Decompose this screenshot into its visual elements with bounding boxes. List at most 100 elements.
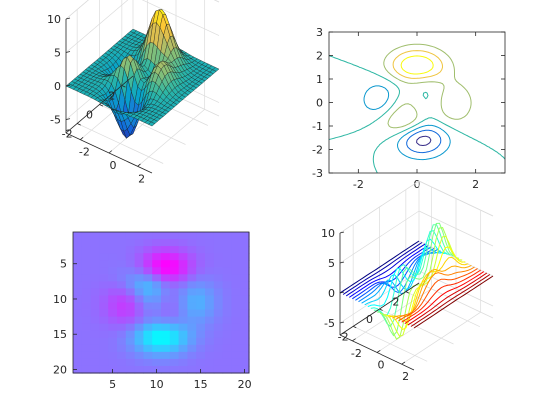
image-cell [99,288,109,297]
image-cell [222,330,232,339]
image-cell [205,239,215,247]
image-cell [213,260,224,268]
image-cell [143,267,153,275]
image-cell [196,232,206,240]
x-tick [352,338,356,342]
image-cell [231,253,241,261]
image-cell [81,323,92,332]
image-cell [108,351,118,360]
image-cell [81,246,92,254]
image-cell [143,351,153,360]
image-cell [205,309,215,318]
waterfall-line [407,272,488,326]
image-cell [90,281,100,289]
image-cell [117,323,127,332]
image-cell [117,330,127,339]
image-cell [108,274,118,282]
image-cell [143,253,153,261]
image-cell [196,239,206,247]
image-cell [143,323,153,332]
contour-level [406,129,442,154]
image-cell [187,260,197,268]
image-cell [134,281,144,289]
image-cell [73,295,83,304]
image-cell [196,260,206,268]
image-cell [125,246,136,254]
image-cell [108,232,118,240]
image-cell [231,358,241,367]
image-cell [169,330,180,339]
contour-level [383,43,472,129]
image-cell [161,302,171,311]
image-cell [161,365,171,374]
image-cell [196,323,206,332]
image-cell [125,309,136,318]
image-cell [73,323,83,332]
image-cell [81,316,92,325]
image-cell [213,239,224,247]
image-cell [134,246,144,254]
image-cell [213,295,224,304]
image-cell [187,316,197,325]
y-tick [99,104,104,107]
image-cell [108,239,118,247]
image-cell [81,365,92,374]
waterfall-line [376,222,457,337]
image-cell [161,246,171,254]
image-cell [205,344,215,353]
image-cell [161,337,171,346]
image-cell [73,309,83,318]
image-cell [169,344,180,353]
image-cell [143,274,153,282]
y-tick [76,123,81,126]
image-cell [73,358,83,367]
image-cell [108,323,118,332]
y-tick-label: 2 [316,50,323,63]
image-cell [161,239,171,247]
image-cell [117,239,127,247]
image-cell [90,239,100,247]
image-cell [178,358,188,367]
x-tick-label: 0 [378,359,385,372]
image-cell [196,316,206,325]
image-cell [231,337,241,346]
image-cell [143,281,153,289]
image-cell [222,337,232,346]
waterfall-line [361,250,441,304]
image-cell [231,323,241,332]
image-cell [90,365,100,374]
image-cell [81,253,92,261]
image-cell [99,253,109,261]
waterfall-line [404,271,485,325]
image-cell [90,302,100,311]
wall-edge [339,180,420,234]
image-cell [125,344,136,353]
image-cell [240,281,250,289]
image-cell [125,337,136,346]
image-cell [240,323,250,332]
image-cell [117,274,127,282]
image-cell [169,267,180,275]
image-cell [117,232,127,240]
image-cell [81,288,92,297]
image-cell [117,246,127,254]
image-cell [134,337,144,346]
image-cell [108,302,118,311]
image-cell [169,288,180,297]
image-cell [152,253,162,261]
image-cell [134,358,144,367]
image-cell [213,281,224,289]
image-cell [205,267,215,275]
image-cell [196,337,206,346]
image-cell [231,344,241,353]
image-cell [117,358,127,367]
image-cell [231,246,241,254]
image-cell [196,246,206,254]
image-cell [222,260,232,268]
image-cell [125,358,136,367]
image-cell [143,295,153,304]
image-cell [187,239,197,247]
image-cell [161,232,171,240]
image-cell [213,232,224,240]
